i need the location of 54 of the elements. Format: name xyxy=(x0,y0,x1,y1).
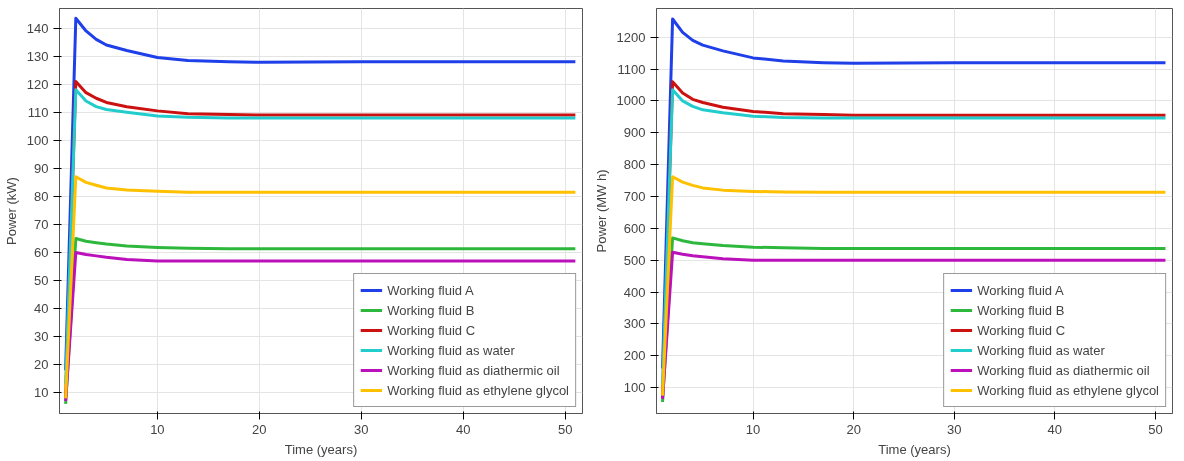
y-tick-label: 10 xyxy=(34,385,49,401)
legend-label: Working fluid as ethylene glycol xyxy=(977,381,1159,399)
y-tick-label: 60 xyxy=(34,245,49,261)
y-tick-label: 100 xyxy=(26,132,49,148)
y-axis-title: Power (MW h) xyxy=(593,169,609,253)
x-tick-label: 40 xyxy=(455,421,471,437)
y-tick-label: 600 xyxy=(623,220,646,236)
legend-label: Working fluid as ethylene glycol xyxy=(387,381,569,399)
legend-label: Working fluid as water xyxy=(387,341,515,359)
legend-label: Working fluid A xyxy=(977,281,1064,299)
x-tick-label: 10 xyxy=(150,421,165,437)
legend-label: Working fluid C xyxy=(977,321,1066,339)
y-tick-label: 110 xyxy=(27,104,49,120)
y-tick-label: 100 xyxy=(623,380,646,396)
x-tick-label: 50 xyxy=(1148,421,1163,437)
legend-label: Working fluid as diathermic oil xyxy=(387,361,560,379)
y-tick-label: 300 xyxy=(623,316,646,332)
y-tick-label: 70 xyxy=(34,216,49,232)
y-tick-label: 20 xyxy=(34,357,49,373)
y-tick-label: 900 xyxy=(623,125,646,141)
y-tick-label: 50 xyxy=(34,273,49,289)
legend-label: Working fluid B xyxy=(977,301,1065,319)
line-series xyxy=(661,175,1167,398)
y-tick-label: 90 xyxy=(34,160,49,176)
x-tick-label: 20 xyxy=(252,421,267,437)
x-tick-label: 30 xyxy=(947,421,962,437)
legend-label: Working fluid B xyxy=(387,301,475,319)
x-axis-title: Time (years) xyxy=(284,441,358,457)
y-tick-label: 120 xyxy=(26,76,49,92)
y-tick-label: 140 xyxy=(26,20,49,36)
legend-label: Working fluid C xyxy=(387,321,476,339)
line-series xyxy=(64,175,577,400)
y-tick-label: 130 xyxy=(26,48,49,64)
y-tick-label: 700 xyxy=(623,189,646,204)
y-tick-label: 500 xyxy=(623,252,646,268)
legend-label: Working fluid as diathermic oil xyxy=(977,361,1150,379)
y-tick-label: 800 xyxy=(623,157,646,173)
x-tick-label: 10 xyxy=(745,421,761,437)
y-tick-label: 1200 xyxy=(616,29,646,45)
y-tick-label: 1000 xyxy=(616,93,646,109)
x-axis-title: Time (years) xyxy=(878,441,951,457)
x-tick-label: 40 xyxy=(1047,421,1063,437)
x-tick-label: 50 xyxy=(557,421,573,437)
x-tick-label: 30 xyxy=(354,421,369,437)
y-tick-label: 40 xyxy=(34,301,49,317)
y-tick-label: 200 xyxy=(623,348,646,364)
legend-label: Working fluid A xyxy=(387,281,474,299)
y-axis-title: Power (kW) xyxy=(3,177,19,245)
y-tick-label: 1100 xyxy=(617,61,646,77)
y-tick-label: 80 xyxy=(34,188,49,204)
y-tick-label: 30 xyxy=(34,329,49,345)
x-tick-label: 20 xyxy=(846,421,861,437)
legend-label: Working fluid as water xyxy=(977,341,1105,359)
y-tick-label: 400 xyxy=(623,284,646,300)
